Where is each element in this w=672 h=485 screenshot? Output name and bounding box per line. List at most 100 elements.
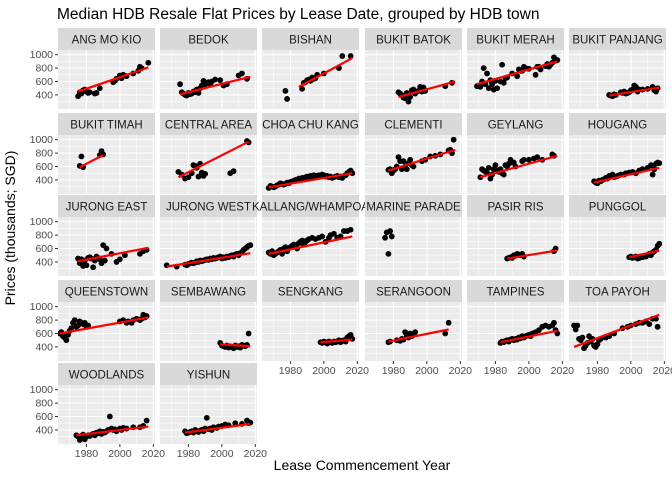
trend-line [573, 313, 660, 348]
data-point [284, 96, 290, 102]
y-tick-label: 400 [35, 174, 53, 186]
facet-strip [467, 195, 564, 217]
facet-panel: BEDOK [160, 28, 257, 109]
x-tick-label: 2000 [312, 365, 336, 377]
data-point [494, 85, 501, 92]
trend-line [179, 75, 251, 96]
facet-panel: BUKIT BATOK [365, 28, 462, 109]
x-tick-label: 1980 [177, 448, 201, 460]
trend-line [76, 425, 149, 437]
y-tick-label: 600 [35, 76, 53, 88]
data-point [71, 317, 78, 324]
data-point [514, 73, 521, 80]
data-point [93, 90, 100, 96]
facet-panel: BUKIT MERAH [467, 28, 564, 109]
data-point [407, 94, 414, 100]
trend-line [388, 328, 449, 343]
data-point [500, 171, 507, 178]
x-tick-label: 2000 [210, 448, 234, 460]
data-point [388, 233, 395, 240]
facet-label: GEYLANG [488, 120, 544, 132]
facet-strip [160, 363, 257, 385]
facet-strip [569, 113, 666, 135]
data-point [382, 234, 388, 241]
y-tick-label: 600 [35, 161, 53, 173]
data-point [203, 414, 210, 421]
y-tick-label: 800 [35, 315, 53, 327]
data-point [579, 334, 586, 341]
facet-panel: MARINE PARADE [365, 195, 462, 276]
panel-background [58, 50, 155, 109]
y-tick-label: 800 [35, 148, 53, 160]
x-tick-label: 1980 [586, 365, 610, 377]
facet-label: CENTRAL AREA [165, 120, 252, 132]
data-point [480, 65, 487, 72]
panel-background [262, 302, 359, 361]
data-point [499, 61, 506, 68]
data-point [410, 163, 417, 170]
facet-strip [569, 280, 666, 302]
facet-label: KALLANG/WHAMPOA [252, 202, 369, 214]
facet-strip [365, 280, 462, 302]
x-tick-label: 2020 [346, 365, 370, 377]
trend-line [398, 80, 456, 98]
facet-strip [467, 280, 564, 302]
data-point [385, 250, 392, 257]
facet-strip [160, 195, 257, 217]
trend-line [268, 235, 353, 255]
panel-background [160, 385, 257, 444]
facet-strip [58, 28, 155, 50]
facet-label: BISHAN [289, 35, 332, 47]
y-tick-label: 600 [35, 243, 53, 255]
y-tick-label: 400 [35, 424, 53, 436]
data-point [492, 162, 499, 169]
y-tick-label: 1000 [30, 384, 54, 396]
facet-panel: SERANGOON 1980 2000 2020 [365, 280, 472, 377]
data-point [412, 329, 419, 336]
y-tick-label: 1000 [30, 216, 54, 228]
facet-panel: BISHAN [262, 28, 359, 109]
facet-strip [569, 195, 666, 217]
facet-label: JURONG EAST [66, 202, 148, 214]
facet-label: BEDOK [188, 35, 229, 47]
panel-background [569, 217, 666, 276]
facet-strip [262, 113, 359, 135]
data-point [101, 257, 108, 264]
panel-background [467, 302, 564, 361]
data-point [230, 168, 237, 175]
data-point [63, 337, 70, 344]
data-point [656, 240, 663, 247]
facet-label: WOODLANDS [69, 370, 145, 382]
panel-background [160, 302, 257, 361]
data-point [442, 330, 449, 337]
data-point [347, 226, 354, 233]
x-tick-label: 2020 [449, 365, 473, 377]
data-point [347, 53, 354, 59]
data-point [537, 66, 544, 73]
facet-strip [365, 113, 462, 135]
facet-strip [467, 113, 564, 135]
x-tick-label: 2020 [244, 448, 268, 460]
facet-panel: TAMPINES 1980 2000 2020 [467, 280, 574, 377]
data-point [485, 164, 492, 171]
trend-line [320, 338, 353, 344]
facet-strip [160, 28, 257, 50]
data-point [85, 322, 92, 329]
x-tick-label: 2020 [142, 448, 166, 460]
data-point [339, 53, 346, 59]
data-point [83, 262, 90, 269]
chart-title: Median HDB Resale Flat Prices by Lease D… [57, 6, 539, 23]
facet-strip [569, 28, 666, 50]
trend-line [500, 329, 558, 344]
facet-panel: JURONG WEST [160, 195, 257, 276]
facet-strip [160, 280, 257, 302]
trend-line [506, 249, 558, 260]
facet-label: CHOA CHU KANG [262, 120, 359, 132]
facet-panel: HOUGANG [569, 113, 666, 194]
y-tick-label: 400 [35, 89, 53, 101]
x-tick-label: 2020 [653, 365, 672, 377]
data-point [532, 71, 539, 78]
data-point [195, 173, 202, 180]
